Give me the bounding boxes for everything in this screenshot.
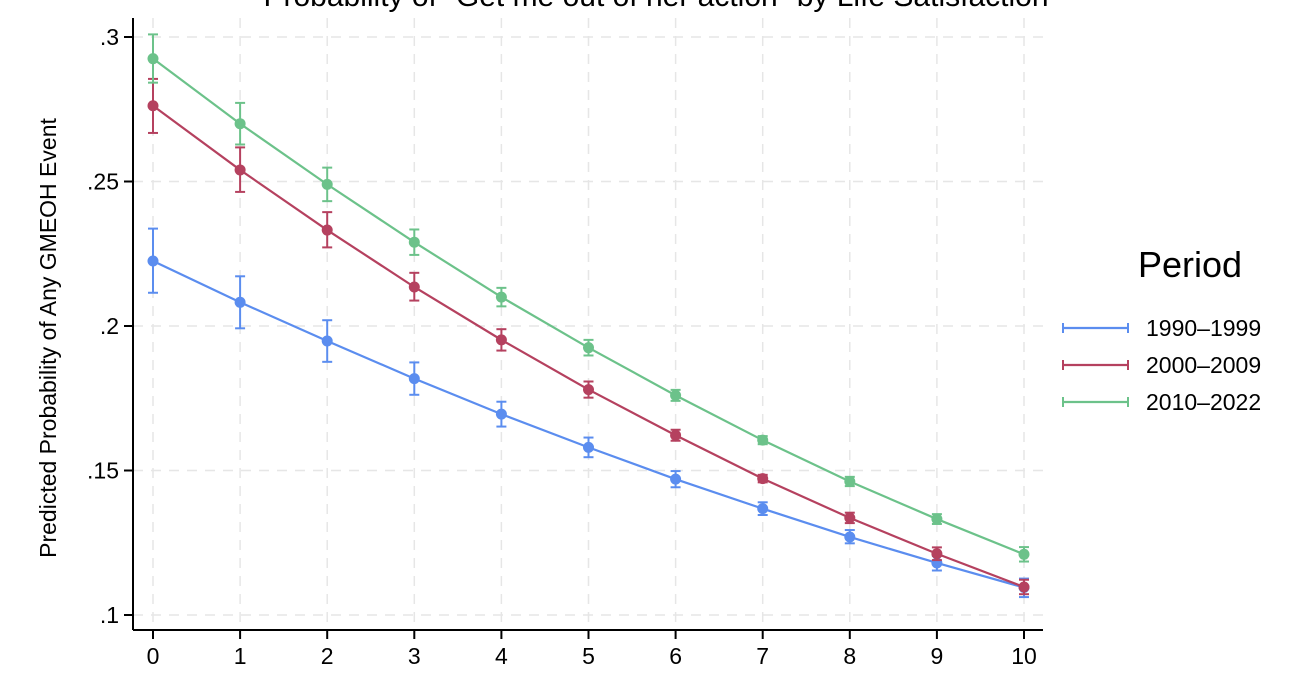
data-point: [147, 255, 159, 267]
legend-label: 2000–2009: [1146, 352, 1261, 378]
data-point: [844, 512, 856, 524]
x-tick-label: 3: [408, 643, 421, 669]
y-axis-label: Predicted Probability of Any GMEOH Event: [35, 118, 61, 558]
x-tick-label: 7: [756, 643, 769, 669]
x-tick-label: 5: [582, 643, 595, 669]
data-point: [583, 441, 594, 453]
grid-layer: [133, 18, 1043, 630]
data-point: [234, 118, 246, 130]
x-tick-label: 6: [669, 643, 682, 669]
data-point: [408, 236, 420, 248]
data-point: [844, 475, 856, 487]
data-point: [321, 178, 333, 190]
data-point: [757, 473, 769, 485]
data-point: [1018, 581, 1030, 593]
data-point: [931, 548, 943, 560]
x-tick-label: 9: [931, 643, 944, 669]
y-tick-label: .25: [87, 169, 119, 195]
y-tick-label: .3: [100, 24, 119, 50]
series-layer: [147, 33, 1030, 599]
data-point: [495, 334, 507, 346]
data-point: [234, 296, 246, 308]
legend-entry-2: 2010–2022: [1062, 389, 1261, 415]
series-2: [147, 33, 1030, 563]
y-tick-label: .1: [100, 602, 119, 628]
data-point: [1018, 548, 1030, 560]
legend: Period 1990–1999 2000–2009 2010–2022: [1062, 244, 1261, 415]
x-tick-label: 10: [1011, 643, 1037, 669]
data-point: [844, 531, 856, 543]
legend-label: 2010–2022: [1146, 389, 1261, 415]
x-tick-label: 4: [495, 643, 508, 669]
legend-entry-1: 2000–2009: [1062, 352, 1261, 378]
x-tick-label: 0: [147, 643, 160, 669]
data-point: [670, 389, 682, 401]
data-point: [408, 373, 420, 385]
data-point: [583, 342, 594, 354]
data-point: [495, 408, 507, 420]
y-tick-label: .2: [100, 313, 119, 339]
y-tick-label: .15: [87, 458, 119, 484]
data-point: [757, 503, 769, 515]
x-tick-label: 1: [234, 643, 247, 669]
data-point: [147, 53, 159, 65]
legend-label: 1990–1999: [1146, 315, 1261, 341]
legend-entry-0: 1990–1999: [1062, 315, 1261, 341]
x-tick-label: 2: [321, 643, 334, 669]
data-point: [408, 281, 420, 293]
data-point: [495, 291, 507, 303]
chart-title: Probability of "Get me out of her action…: [263, 0, 1048, 13]
x-tick-label: 8: [843, 643, 856, 669]
legend-title: Period: [1138, 244, 1242, 285]
data-point: [670, 473, 682, 485]
data-point: [321, 335, 333, 347]
data-point: [321, 224, 333, 236]
data-point: [147, 100, 159, 112]
data-point: [931, 513, 943, 525]
data-point: [583, 384, 594, 396]
data-point: [234, 164, 246, 176]
series-1: [147, 77, 1030, 596]
axes-layer: .1 .15 .2 .25 .3 0 1 2 3 4 5 6 7 8 9 10: [87, 18, 1043, 669]
data-point: [757, 434, 769, 446]
series-0: [147, 227, 1030, 599]
data-point: [670, 429, 682, 441]
